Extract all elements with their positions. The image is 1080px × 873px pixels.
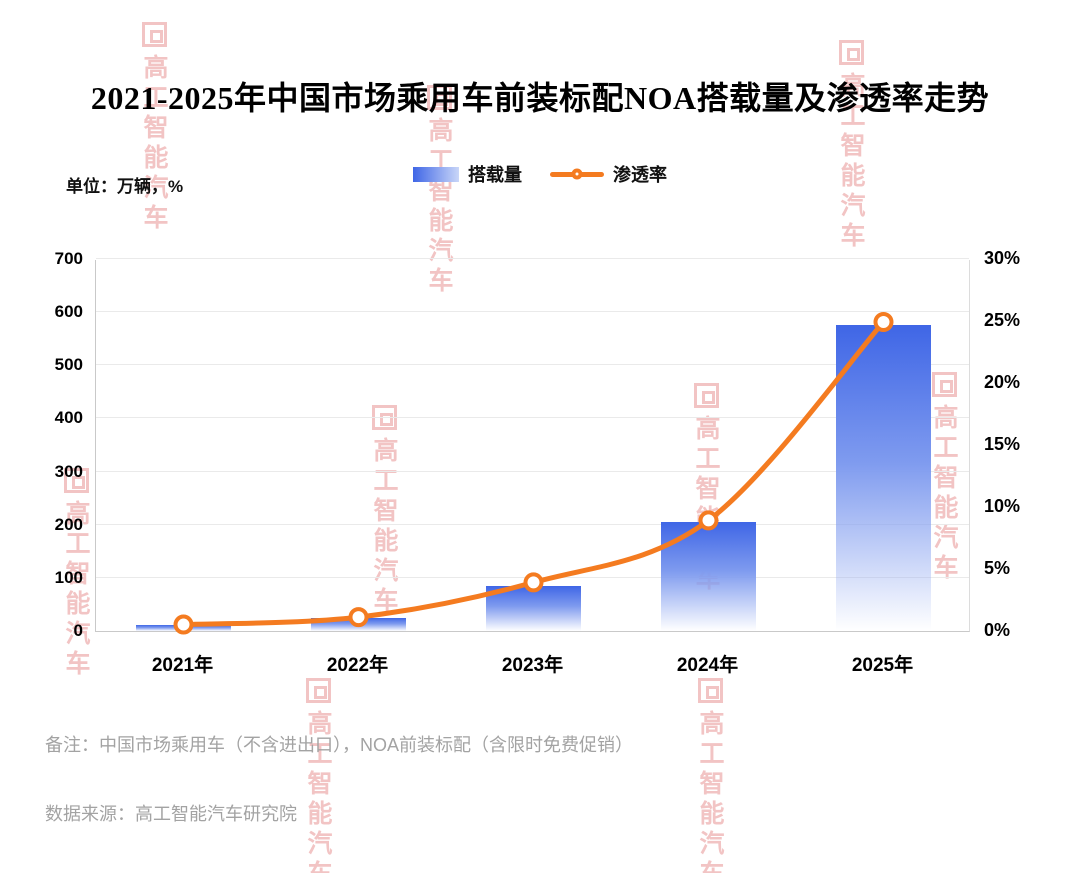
right-axis-tick: 30% [984,248,1021,268]
right-axis-tick: 0% [984,620,1011,640]
right-axis-tick: 15% [984,434,1021,454]
watermark: 高工智能汽车 [300,678,336,873]
ggii-logo-icon [838,40,864,65]
x-axis-label: 2024年 [676,655,739,676]
bar-swatch-icon [413,166,459,182]
x-axis-label: 2022年 [326,655,389,676]
bar-2023年 [486,585,581,631]
chart: 0 100 200 300 400 500 600 700 0% 5% 10% 15% 20% 25% 3… [0,248,1080,676]
line-marker-icon [173,614,194,635]
unit-label: 单位：万辆，% [66,177,184,196]
gridline [96,258,969,259]
x-axis-label: 2025年 [851,655,914,676]
legend: 搭载量 渗透率 [413,161,667,187]
legend-item-penetration: 渗透率 [550,161,667,187]
left-axis-tick: 0 [73,621,83,640]
right-axis: 0% 5% 10% 15% 20% 25% 30% [984,248,1076,640]
gridline [96,470,969,472]
right-axis-tick: 25% [984,310,1021,330]
right-axis-tick: 20% [984,372,1021,392]
ggii-logo-icon [141,22,167,47]
gridline [96,364,969,366]
left-axis-tick: 300 [54,461,83,481]
left-axis-tick: 400 [54,408,83,428]
line-marker-icon [698,510,719,531]
plot-area [95,258,970,635]
marker-dot-icon [571,168,583,180]
ggii-logo-icon [305,678,331,703]
gridline [96,417,969,419]
line-marker-icon [348,607,369,628]
legend-label-penetration: 渗透率 [613,165,667,185]
gridline [96,523,969,525]
left-axis-tick: 200 [54,514,83,534]
x-axis-label: 2023年 [501,655,564,676]
line-marker-icon [873,312,894,332]
x-axis-label: 2021年 [151,655,214,676]
source-text: 数据来源：高工智能汽车研究院 [45,804,297,824]
watermark: 高工智能汽车 [833,40,869,252]
right-axis-tick: 10% [984,496,1021,516]
gridline [96,311,969,313]
legend-label-volume: 搭载量 [468,165,522,185]
left-axis: 0 100 200 300 400 500 600 700 [0,249,83,640]
chart-title: 2021-2025年中国市场乘用车前装标配NOA搭载量及渗透率走势 [90,80,990,117]
left-axis-tick: 500 [54,355,83,375]
watermark: 高工智能汽车 [692,678,728,873]
left-axis-tick: 600 [54,302,83,322]
watermark: 高工智能汽车 [136,22,172,234]
watermark-text: 高工智能汽车 [696,710,724,873]
left-axis-tick: 100 [54,567,83,587]
left-axis-tick: 700 [54,249,83,268]
legend-item-volume: 搭载量 [413,161,522,187]
note-text: 备注：中国市场乘用车（不含进出口），NOA前装标配（含限时免费促销） [45,735,634,755]
penetration-line [173,312,894,635]
line-swatch-icon [550,168,604,180]
line-marker-icon [523,572,544,593]
bar-2025年 [836,325,931,631]
ggii-logo-icon [697,678,723,703]
right-axis-tick: 5% [984,558,1011,578]
